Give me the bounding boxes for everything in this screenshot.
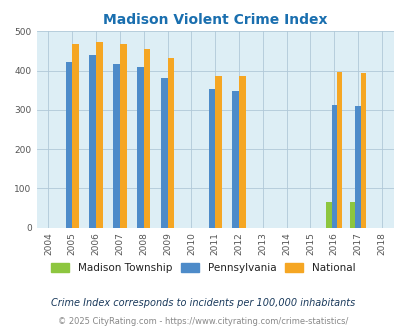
Bar — [355, 106, 360, 228]
Bar — [232, 91, 239, 228]
Text: © 2025 CityRating.com - https://www.cityrating.com/crime-statistics/: © 2025 CityRating.com - https://www.city… — [58, 317, 347, 326]
Bar — [137, 67, 143, 228]
Bar — [96, 42, 102, 228]
Bar — [208, 89, 215, 228]
Legend: Madison Township, Pennsylvania, National: Madison Township, Pennsylvania, National — [47, 259, 358, 277]
Text: Crime Index corresponds to incidents per 100,000 inhabitants: Crime Index corresponds to incidents per… — [51, 298, 354, 308]
Bar — [119, 44, 126, 228]
Bar — [350, 202, 355, 228]
Bar — [360, 73, 365, 228]
Bar — [239, 76, 245, 228]
Bar — [72, 44, 79, 228]
Bar — [336, 72, 341, 228]
Bar — [326, 202, 331, 228]
Bar — [113, 64, 119, 228]
Bar — [143, 49, 150, 228]
Bar — [167, 58, 174, 228]
Bar — [215, 76, 221, 228]
Bar — [89, 55, 96, 228]
Bar — [331, 105, 336, 228]
Bar — [160, 78, 167, 228]
Bar — [66, 62, 72, 228]
Title: Madison Violent Crime Index: Madison Violent Crime Index — [103, 14, 326, 27]
